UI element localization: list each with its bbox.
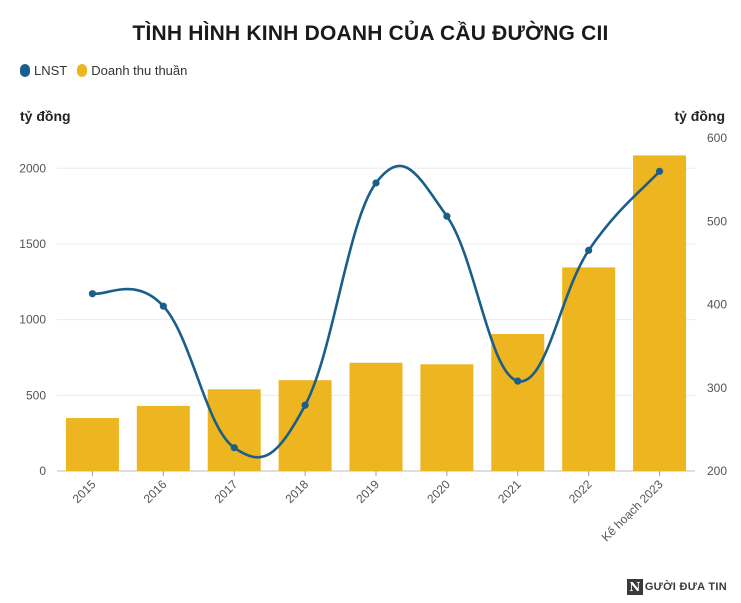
x-tick-label: 2017 xyxy=(212,477,241,506)
x-tick-label: 2022 xyxy=(566,477,595,506)
left-tick-label: 2000 xyxy=(19,161,46,175)
legend-label-doanh-thu: Doanh thu thuần xyxy=(91,63,188,78)
x-tick-label: 2019 xyxy=(353,477,382,506)
bar-doanh-thu xyxy=(420,364,474,471)
legend-label-lnst: LNST xyxy=(34,63,68,78)
legend-item-doanh-thu[interactable]: Doanh thu thuần xyxy=(77,63,187,78)
left-tick-label: 1500 xyxy=(19,237,46,251)
bar-doanh-thu xyxy=(207,389,261,471)
point-lnst xyxy=(585,246,593,254)
x-tick-label: Kế hoạch 2023 xyxy=(599,477,666,544)
legend-swatch-doanh-thu xyxy=(77,64,88,77)
point-lnst xyxy=(443,212,451,220)
right-tick-label: 300 xyxy=(707,381,727,395)
right-tick-label: 400 xyxy=(707,298,727,312)
x-tick-label: 2021 xyxy=(495,477,524,506)
x-tick-label: 2020 xyxy=(424,477,453,506)
point-lnst xyxy=(655,167,664,175)
point-lnst xyxy=(159,302,167,310)
watermark-text: GƯỜI ĐƯA TIN xyxy=(644,581,727,593)
watermark: N GƯỜI ĐƯA TIN xyxy=(626,579,727,595)
x-tick-label: 2018 xyxy=(282,477,311,506)
watermark-logo-icon: N xyxy=(626,579,643,595)
point-lnst xyxy=(372,179,380,187)
bar-doanh-thu xyxy=(633,155,687,472)
left-tick-label: 1000 xyxy=(19,313,46,327)
right-tick-label: 500 xyxy=(707,214,727,228)
point-lnst xyxy=(230,444,238,452)
left-tick-label: 0 xyxy=(39,464,46,478)
bar-doanh-thu xyxy=(349,362,403,471)
left-tick-label: 500 xyxy=(26,388,46,402)
legend: LNST Doanh thu thuần xyxy=(20,63,197,78)
point-lnst xyxy=(88,290,97,298)
right-axis-unit-label: tỷ đồng xyxy=(674,108,725,124)
point-lnst xyxy=(301,401,309,409)
bar-doanh-thu xyxy=(562,267,616,471)
legend-swatch-lnst xyxy=(20,64,30,77)
left-axis-unit-label: tỷ đồng xyxy=(20,108,71,124)
chart-title: TÌNH HÌNH KINH DOANH CỦA CẦU ĐƯỜNG CII xyxy=(132,22,609,45)
bar-doanh-thu xyxy=(136,405,190,471)
bar-doanh-thu xyxy=(491,334,545,471)
x-tick-label: 2015 xyxy=(70,477,99,506)
x-tick-label: 2016 xyxy=(141,477,170,506)
right-tick-label: 200 xyxy=(707,464,727,478)
point-lnst xyxy=(514,377,522,385)
bar-doanh-thu xyxy=(65,418,119,471)
right-tick-label: 600 xyxy=(707,131,727,145)
bar-doanh-thu xyxy=(278,380,332,471)
legend-item-lnst[interactable]: LNST xyxy=(20,63,67,78)
